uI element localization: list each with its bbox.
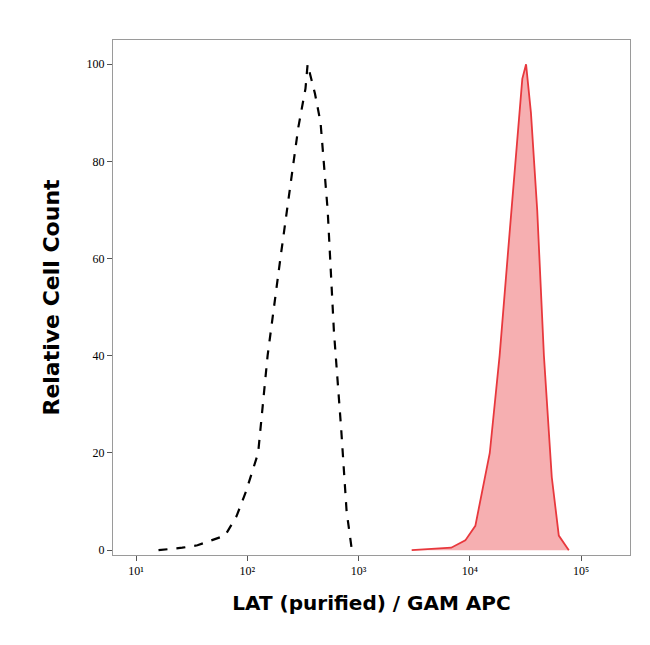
svg-text:40: 40 bbox=[93, 349, 105, 363]
svg-text:10⁵: 10⁵ bbox=[573, 564, 589, 578]
svg-text:60: 60 bbox=[93, 252, 105, 266]
svg-text:10¹: 10¹ bbox=[128, 564, 144, 578]
svg-text:0: 0 bbox=[99, 543, 105, 557]
svg-text:100: 100 bbox=[87, 57, 105, 71]
svg-text:LAT (purified) / GAM APC: LAT (purified) / GAM APC bbox=[232, 591, 510, 615]
svg-text:Relative Cell Count: Relative Cell Count bbox=[39, 179, 64, 416]
svg-text:10³: 10³ bbox=[351, 564, 367, 578]
svg-text:10²: 10² bbox=[240, 564, 256, 578]
svg-text:10⁴: 10⁴ bbox=[462, 564, 478, 578]
svg-text:80: 80 bbox=[93, 155, 105, 169]
svg-text:20: 20 bbox=[93, 446, 105, 460]
